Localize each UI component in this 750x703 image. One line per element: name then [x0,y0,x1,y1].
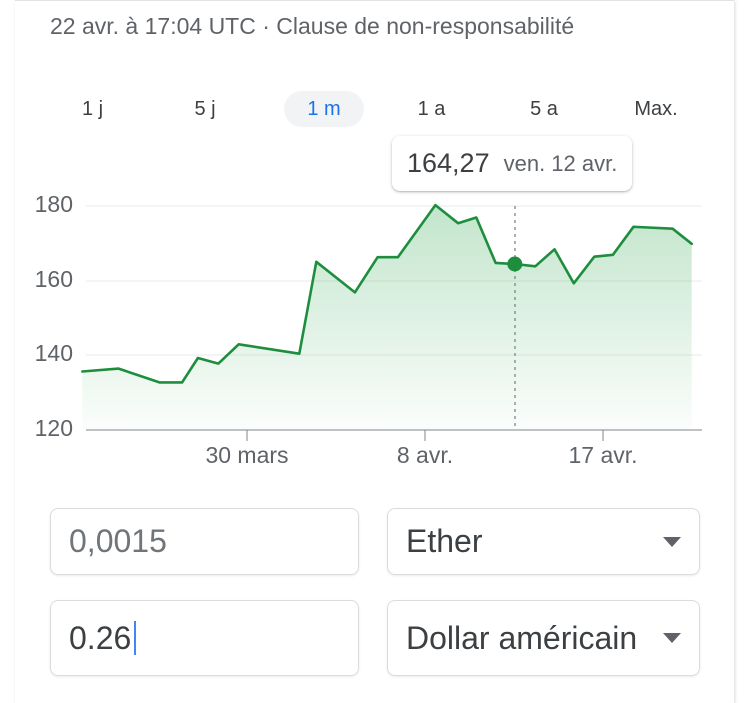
svg-text:160: 160 [35,266,73,292]
svg-text:120: 120 [35,415,73,441]
svg-text:140: 140 [35,340,73,366]
svg-text:8 avr.: 8 avr. [397,442,453,468]
svg-text:17 avr.: 17 avr. [568,442,637,468]
svg-text:180: 180 [35,191,73,217]
svg-text:30 mars: 30 mars [205,442,288,468]
